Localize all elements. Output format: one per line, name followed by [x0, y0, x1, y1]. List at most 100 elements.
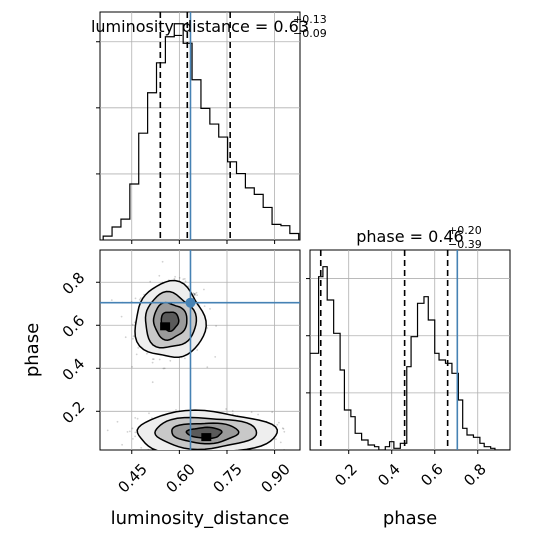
sample-point	[135, 353, 138, 356]
phase-histogram-panel: phase = 0.46 +0.20 −0.39 0.2 0.4 0.6 0.8…	[306, 224, 511, 529]
sample-point	[183, 278, 186, 280]
sample-point	[110, 299, 113, 301]
sample-point	[149, 453, 151, 455]
sample-point	[136, 417, 139, 420]
luminosity-histogram-frame	[99, 11, 301, 241]
sample-point	[206, 366, 209, 369]
sample-point	[147, 448, 150, 450]
sample-point	[162, 367, 165, 370]
joint-xtick-marks	[131, 450, 276, 454]
luminosity-title-sup: +0.13	[293, 13, 327, 26]
sample-point	[195, 291, 198, 294]
sample-point	[173, 277, 176, 280]
sample-point	[194, 293, 196, 296]
sample-point	[182, 278, 185, 281]
phase-xtick-marks	[348, 450, 479, 454]
contour-mode1-level0	[136, 409, 279, 450]
contour-mode0-level2	[152, 301, 188, 341]
phase-title: phase = 0.46	[356, 227, 463, 246]
sample-point	[134, 431, 137, 434]
density-peak-mode0	[160, 322, 171, 331]
sample-point	[139, 297, 142, 299]
sample-point	[151, 358, 154, 360]
sample-point	[134, 417, 137, 419]
tick-label-phase-x-04: 0.4	[374, 460, 404, 490]
contour-mode0-level3	[160, 311, 180, 333]
sample-point	[253, 451, 255, 453]
luminosity-quantile-lines	[159, 12, 231, 240]
luminosity-histogram-grid	[100, 12, 300, 240]
sample-point	[187, 285, 190, 288]
luminosity-title-sub: −0.09	[293, 27, 327, 40]
contour-mode1-level2	[171, 422, 240, 445]
sample-point	[146, 352, 148, 355]
sample-point	[243, 451, 245, 453]
sample-point	[206, 327, 209, 329]
tick-label-phase-y-08: 0.8	[59, 269, 89, 299]
sample-point	[124, 336, 127, 339]
sample-point	[193, 293, 196, 296]
contour-mode0-level1	[144, 290, 198, 349]
sample-point	[148, 412, 150, 415]
sample-point	[193, 293, 196, 295]
sample-point	[225, 408, 228, 410]
phase-histogram-steps	[310, 266, 510, 450]
sample-point	[140, 446, 143, 449]
sample-point	[131, 323, 134, 326]
sample-point	[196, 294, 199, 296]
sample-point	[149, 280, 152, 283]
sample-point	[132, 337, 134, 340]
sample-point	[206, 457, 208, 459]
sample-point	[131, 427, 134, 430]
phase-histogram-grid	[310, 250, 510, 450]
contour-mode0-level0	[134, 279, 207, 358]
sample-point	[151, 361, 154, 364]
luminosity-histogram-outline	[102, 23, 300, 240]
sample-point	[282, 428, 285, 430]
sample-point	[132, 438, 134, 440]
sample-point	[198, 461, 200, 463]
sample-point	[158, 274, 161, 277]
luminosity-histogram-yticks	[96, 41, 276, 244]
sample-point	[192, 292, 195, 294]
sample-point	[120, 315, 123, 318]
sample-point	[275, 438, 277, 440]
sample-point	[134, 297, 137, 300]
tick-label-phase-x-06: 0.6	[417, 460, 447, 490]
sample-point	[131, 366, 134, 368]
sample-point	[194, 293, 196, 295]
sample-point	[126, 431, 129, 433]
tick-label-lum-075: 0.75	[209, 460, 245, 496]
sample-point	[240, 450, 242, 452]
sample-point	[231, 410, 234, 412]
sample-point	[116, 420, 119, 423]
sample-point	[271, 411, 274, 414]
sample-point	[276, 423, 279, 426]
sample-point	[228, 450, 230, 452]
phase-histogram-yticks	[306, 278, 310, 394]
xlabel-luminosity-distance: luminosity_distance	[111, 508, 290, 529]
joint-contour-panel: 0.45 0.60 0.75 0.90 0.2 0.4 0.6 0.8 lumi…	[22, 249, 301, 529]
phase-histogram-frame	[309, 249, 511, 451]
contour-mode1-level3	[185, 426, 223, 440]
tick-label-lum-060: 0.60	[162, 460, 198, 496]
sample-point	[281, 427, 284, 430]
sample-point	[193, 294, 196, 297]
luminosity-histogram-steps	[102, 23, 300, 240]
sample-point	[283, 430, 286, 433]
joint-contour-lines	[134, 279, 279, 450]
phase-title-sup: +0.20	[448, 224, 482, 237]
sample-point	[169, 359, 172, 362]
joint-truth-marker	[185, 297, 196, 308]
tick-label-phase-y-06: 0.6	[59, 312, 89, 342]
sample-point	[175, 409, 177, 411]
sample-point	[278, 421, 280, 424]
sample-point	[137, 347, 140, 349]
sample-point	[216, 452, 218, 454]
sample-point	[151, 381, 154, 384]
density-peak-mode1	[201, 433, 212, 442]
sample-point	[279, 441, 282, 444]
sample-point	[209, 308, 211, 310]
sample-point	[138, 298, 141, 301]
